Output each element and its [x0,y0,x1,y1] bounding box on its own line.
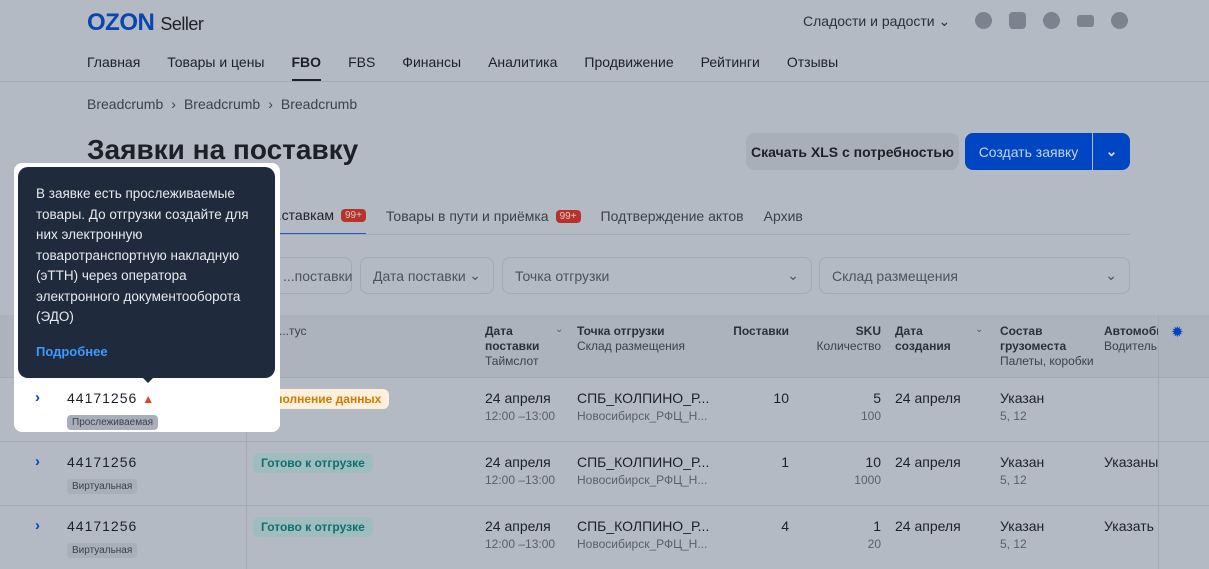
breadcrumb: Breadcrumb › Breadcrumb › Breadcrumb [87,96,357,112]
col-supplies: Поставки [733,324,789,338]
chevron-down-icon: ⌄ [1105,267,1117,283]
cargo: Указан 5, 12 [1000,390,1045,423]
tooltip: В заявке есть прослеживаемые товары. До … [18,167,275,378]
create-options-button[interactable]: ⌄ [1093,133,1130,170]
page-title: Заявки на поставку [87,134,359,165]
chevron-down-icon: ⌄ [938,13,951,29]
filter-supply-number[interactable]: ...поставки [270,257,352,294]
status-badge: Готово к отгрузке [253,517,373,537]
sku-count: 10 1000 [854,454,881,487]
expand-row-icon[interactable]: › [35,517,40,534]
sort-icon[interactable]: ⌄ [555,324,564,335]
nav-item[interactable]: Рейтинги [700,54,760,70]
gear-icon[interactable]: ✹ [1171,324,1184,341]
tabs: ...ставкам 99+ Товары в пути и приёмка 99+ П… [270,207,803,235]
tooltip-arrow [141,376,155,383]
cargo: Указан 5, 12 [1000,454,1045,487]
ozon-logo[interactable]: OZON Seller [87,9,204,36]
col-auto: Автомоби Водитель [1104,324,1158,353]
expand-row-icon[interactable]: › [35,453,40,470]
nav-item[interactable]: Главная [87,54,141,70]
store-selector[interactable]: Сладости и радости ⌄ [803,13,951,29]
breadcrumb-separator: › [268,96,273,112]
created-date: 24 апреля [895,390,961,406]
breadcrumb-item[interactable]: Breadcrumb [280,96,358,112]
main-nav: Главная Товары и цены FBO FBS Финансы Аналити… [87,54,838,81]
table-row[interactable] [0,505,1209,569]
shipment-point: СПБ_КОЛПИНО_Р... Новосибирск_РФЦ_Н... [577,518,710,551]
learn-more-link[interactable]: Подробнее [36,343,108,359]
request-type-tag: Виртуальная [67,543,138,558]
col-status: ...тус [279,324,307,338]
col-cargo: Состав грузоместа Палеты, коробки [1000,324,1094,368]
user-icon[interactable] [975,12,992,29]
tab[interactable]: Подтверждение актов [600,208,744,224]
status-badge: Готово к отгрузке [253,453,373,473]
sort-icon[interactable]: ⌄ [975,324,984,335]
shipment-point: СПБ_КОЛПИНО_Р... Новосибирск_РФЦ_Н... [577,454,710,487]
supplies-count: 4 [781,518,789,534]
request-id[interactable]: 44171256 [67,454,138,470]
col-sku: SKU Количество [816,324,881,353]
warning-icon[interactable]: ▲ [142,392,156,406]
auto-driver[interactable]: Указаны [1104,454,1159,470]
created-date: 24 апреля [895,518,961,534]
supply-date: 24 апреля 12:00 –13:00 [485,390,556,423]
nav-item[interactable]: Товары и цены [167,54,265,70]
request-type-tag: Виртуальная [67,479,138,494]
education-icon[interactable] [1077,15,1094,27]
supplies-count: 1 [781,454,789,470]
tab[interactable]: Товары в пути и приёмка 99+ [386,207,581,235]
nav-item[interactable]: FBS [348,54,376,70]
tab[interactable]: Архив [763,208,803,224]
shipment-point: СПБ_КОЛПИНО_Р... Новосибирск_РФЦ_Н... [577,390,710,423]
request-id[interactable]: 44171256 [67,518,138,534]
col-created[interactable]: Дата создания [895,324,951,353]
filter-shipment-point[interactable]: Точка отгрузки ⌄ [502,257,812,294]
cargo: Указан 5, 12 [1000,518,1045,551]
nav-item[interactable]: FBO [291,54,322,81]
nav-item[interactable]: Аналитика [488,54,558,70]
status-badge: Заполнение данных [253,389,390,409]
count-badge: 99+ [341,208,366,222]
request-type-tag: Прослеживаемая [67,415,159,430]
filter-warehouse[interactable]: Склад размещения ⌄ [819,257,1130,294]
download-xls-button[interactable]: Скачать XLS с потребностью [746,133,959,170]
supply-date: 24 апреля 12:00 –13:00 [485,518,556,551]
table-row[interactable] [0,441,1209,505]
request-id[interactable]: 44171256 ▲ [67,390,156,406]
breadcrumb-item[interactable]: Breadcrumb [183,96,261,112]
nav-item[interactable]: Финансы [402,54,462,70]
table-row[interactable] [0,377,1209,441]
sku-count: 5 100 [860,390,881,423]
count-badge: 99+ [555,209,581,223]
nav-item[interactable]: Отзывы [786,54,839,70]
supplies-count: 10 [773,390,789,406]
chevron-down-icon: ⌄ [1105,143,1118,159]
column-divider [246,315,247,569]
expand-row-icon[interactable]: › [35,389,40,406]
divider [0,81,1209,82]
megaphone-icon[interactable] [1111,12,1128,29]
chevron-down-icon: ⌄ [469,267,481,283]
created-date: 24 апреля [895,454,961,470]
col-point: Точка отгрузки Склад размещения [577,324,685,353]
supply-date: 24 апреля 12:00 –13:00 [485,454,556,487]
nav-item[interactable]: Продвижение [584,54,674,70]
auto-driver[interactable]: Указать [1104,518,1154,534]
breadcrumb-separator: › [171,96,176,112]
create-request-button[interactable]: Создать заявку [965,133,1092,170]
breadcrumb-item[interactable]: Breadcrumb [87,96,164,112]
help-icon[interactable] [1043,12,1060,29]
sku-count: 1 20 [867,518,881,551]
col-date[interactable]: Дата поставки Таймслот [485,324,540,368]
filter-supply-date[interactable]: Дата поставки ⌄ [360,257,494,294]
chevron-down-icon: ⌄ [787,267,799,283]
divider [270,234,1130,235]
column-divider [1158,315,1159,569]
chat-icon[interactable] [1009,12,1026,29]
tab[interactable]: ...ставкам 99+ [270,207,366,235]
